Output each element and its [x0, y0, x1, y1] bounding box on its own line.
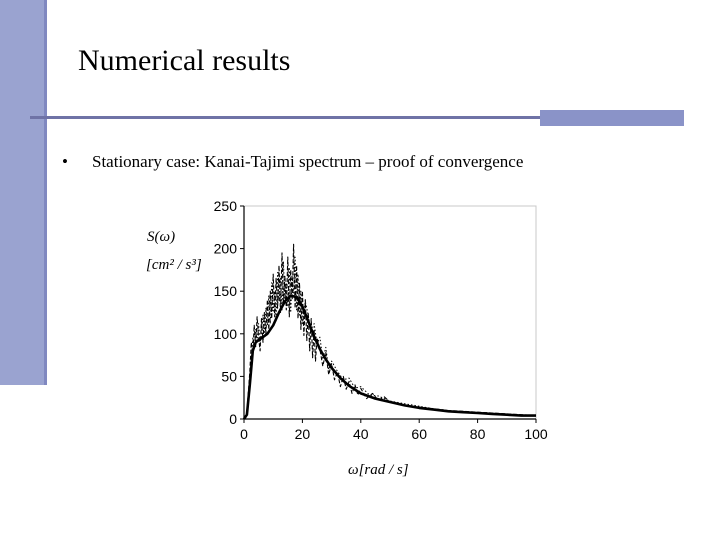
x-tick-label: 80: [470, 426, 486, 442]
y-axis-label-line1: S(ω): [147, 229, 175, 245]
x-tick-label: 100: [524, 426, 548, 442]
bullet-text: Stationary case: Kanai-Tajimi spectrum –…: [92, 152, 524, 171]
bullet-marker: •: [62, 152, 68, 171]
y-tick-label: 50: [221, 368, 237, 384]
plot-frame: [243, 205, 537, 420]
x-axis-label: ω[rad / s]: [348, 462, 409, 478]
side-accent-bar: [0, 0, 47, 385]
y-tick-label: 150: [214, 283, 238, 299]
x-tick-label: 60: [411, 426, 427, 442]
y-tick-labels: 0 50 100 150 200 250: [214, 198, 244, 427]
x-tick-label: 40: [353, 426, 369, 442]
side-accent-edge: [44, 0, 47, 385]
title-rule: [30, 116, 682, 119]
y-tick-label: 100: [214, 326, 238, 342]
series-line-solid: [242, 294, 536, 420]
title-rule-accent: [540, 110, 684, 126]
x-tick-label: 0: [240, 426, 248, 442]
spectrum-chart: 0 50 100 150 200 250 0 20 40 60 80 100 S(ω) [cm² /…: [146, 198, 548, 478]
y-tick-label: 200: [214, 241, 238, 257]
bullet-item: • Stationary case: Kanai-Tajimi spectrum …: [62, 152, 523, 172]
series-layer: [242, 243, 537, 420]
x-tick-label: 20: [295, 426, 311, 442]
x-tick-labels: 0 20 40 60 80 100: [240, 419, 548, 442]
slide-title: Numerical results: [78, 44, 291, 77]
y-tick-label: 250: [214, 198, 238, 214]
y-axis-label-line2: [cm² / s³]: [146, 257, 202, 273]
y-tick-label: 0: [229, 411, 237, 427]
